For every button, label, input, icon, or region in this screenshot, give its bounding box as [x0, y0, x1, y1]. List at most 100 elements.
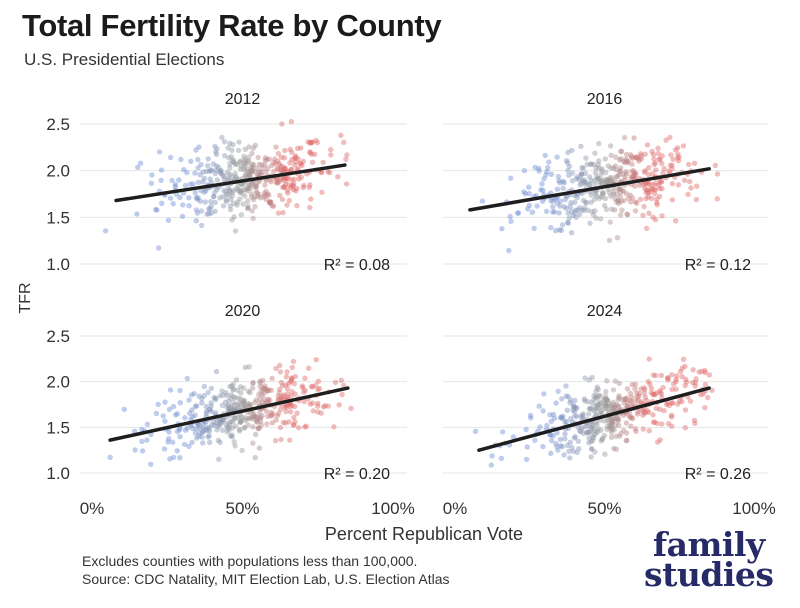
- data-point: [160, 413, 166, 419]
- data-point: [579, 177, 586, 184]
- data-point: [654, 202, 660, 208]
- data-point: [660, 384, 666, 391]
- data-point: [706, 372, 713, 378]
- data-point: [213, 163, 220, 169]
- data-point: [282, 181, 289, 188]
- data-point: [277, 406, 284, 413]
- data-point: [693, 183, 700, 189]
- x-tick-label: 0%: [443, 499, 468, 518]
- data-point: [654, 196, 660, 202]
- data-point: [562, 431, 568, 437]
- data-point: [166, 406, 173, 412]
- data-point: [289, 402, 295, 409]
- data-point: [226, 427, 232, 433]
- data-point: [282, 166, 288, 172]
- data-point: [289, 376, 295, 382]
- data-point: [615, 397, 621, 403]
- data-point: [628, 152, 634, 158]
- x-tick-label: 50%: [587, 499, 621, 518]
- data-point: [581, 207, 587, 214]
- data-point: [195, 179, 202, 185]
- data-point: [550, 411, 557, 418]
- data-point: [204, 424, 210, 431]
- data-point: [270, 203, 277, 209]
- data-point: [576, 205, 583, 211]
- x-tick-label: 100%: [371, 499, 414, 518]
- data-point: [243, 166, 250, 172]
- data-point: [148, 180, 154, 186]
- footnote-source: Source: CDC Natality, MIT Election Lab, …: [82, 571, 450, 587]
- trend-line: [468, 167, 711, 212]
- data-point: [609, 421, 615, 428]
- data-point: [217, 393, 223, 399]
- data-point: [230, 419, 236, 425]
- data-point: [259, 162, 265, 168]
- data-point: [620, 171, 626, 177]
- data-point: [300, 184, 307, 191]
- y-tick-label: 2.5: [46, 327, 70, 346]
- data-point: [212, 208, 218, 214]
- data-point: [199, 434, 205, 440]
- data-point: [262, 383, 268, 389]
- data-point: [283, 404, 289, 410]
- data-point: [690, 367, 696, 373]
- data-point: [573, 214, 579, 220]
- data-point: [246, 364, 252, 370]
- data-point: [669, 386, 675, 393]
- data-point: [608, 434, 615, 441]
- data-point: [237, 189, 243, 196]
- data-point: [291, 414, 297, 421]
- data-point: [587, 424, 593, 430]
- data-point: [229, 383, 235, 389]
- data-point: [220, 203, 227, 209]
- data-point: [479, 198, 486, 204]
- data-point: [573, 405, 579, 411]
- data-point: [277, 192, 283, 199]
- y-tick-label: 1.0: [46, 464, 70, 483]
- data-point: [657, 406, 663, 412]
- data-point: [675, 145, 681, 151]
- data-point: [189, 439, 195, 446]
- data-point: [531, 225, 537, 232]
- data-point: [275, 210, 282, 216]
- data-point: [102, 228, 109, 234]
- data-point: [250, 380, 256, 386]
- data-point: [184, 375, 190, 382]
- data-point: [255, 154, 261, 161]
- data-point: [262, 182, 268, 188]
- data-point: [273, 417, 279, 423]
- data-point: [245, 205, 251, 211]
- data-point: [576, 446, 582, 452]
- data-point: [245, 388, 252, 394]
- data-point: [604, 403, 611, 409]
- data-point: [197, 172, 203, 178]
- data-point: [647, 381, 653, 387]
- data-point: [621, 174, 628, 180]
- data-point: [541, 176, 547, 182]
- data-point: [248, 169, 254, 175]
- data-point: [242, 193, 248, 199]
- data-point: [594, 401, 600, 407]
- data-point: [242, 417, 248, 423]
- data-point: [343, 156, 349, 162]
- data-point: [682, 407, 689, 413]
- data-point: [292, 403, 298, 410]
- data-point: [621, 134, 628, 141]
- data-point: [269, 412, 275, 419]
- data-point: [599, 191, 606, 197]
- data-point: [200, 424, 206, 431]
- data-point: [544, 422, 550, 429]
- data-point: [172, 183, 178, 190]
- data-point: [331, 424, 337, 430]
- data-point: [652, 217, 659, 223]
- data-point: [131, 428, 138, 434]
- data-point: [242, 415, 248, 421]
- data-point: [593, 215, 599, 221]
- data-point: [634, 155, 640, 161]
- data-point: [543, 208, 550, 215]
- data-point: [554, 186, 561, 192]
- data-point: [269, 203, 275, 209]
- data-point: [344, 152, 350, 158]
- data-point: [676, 154, 682, 160]
- data-point: [240, 385, 247, 391]
